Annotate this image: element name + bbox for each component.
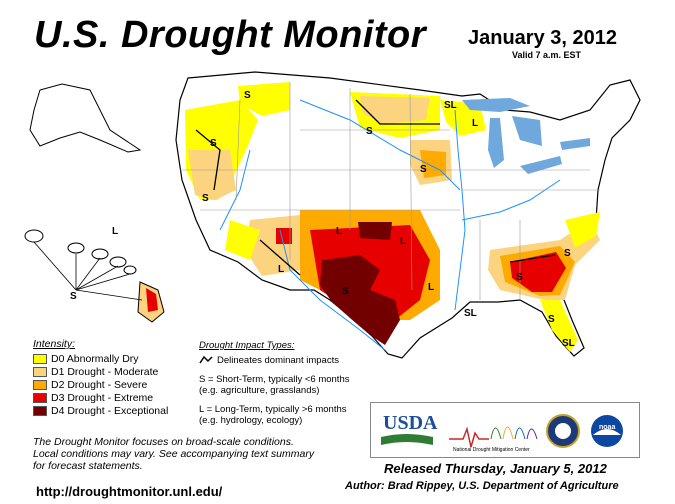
ndmc-logo-icon — [490, 426, 538, 440]
rio-grande — [279, 229, 386, 351]
great-lakes — [462, 98, 590, 174]
website-url[interactable]: http://droughtmonitor.unl.edu/ — [36, 484, 223, 499]
legend-label-d4: D4 Drought - Exceptional — [51, 404, 169, 417]
rivers — [219, 99, 561, 351]
impact-label-s-3: S — [202, 193, 209, 204]
legend-item-d3: D3 Drought - Extreme — [33, 391, 168, 404]
legend-item-d2: D2 Drought - Severe — [33, 378, 168, 391]
disclaimer-note: The Drought Monitor focuses on broad-sca… — [33, 436, 314, 472]
d1-swatch — [33, 366, 47, 377]
d0-swatch — [33, 353, 47, 364]
legend-label-d1: D1 Drought - Moderate — [51, 365, 159, 378]
impact-label-s-9: S — [548, 314, 555, 325]
note-line-3: for forecast statements. — [33, 460, 143, 472]
impact-line-text: Delineates dominant impacts — [217, 355, 339, 366]
lake-erie — [520, 156, 562, 174]
lake-ontario — [560, 138, 590, 150]
legend-item-d4: D4 Drought - Exceptional — [33, 404, 168, 417]
impact-label-sl-1: SL — [444, 100, 457, 111]
d0-southwest — [225, 220, 260, 260]
impact-label-s-4: S — [366, 126, 373, 137]
usda-logo: USDA — [383, 412, 438, 434]
impact-long-term: L = Long-Term, typically >6 months — [199, 404, 347, 415]
impact-line-4 — [509, 254, 556, 263]
d4-texas — [320, 255, 400, 345]
d3-southeast — [510, 252, 566, 292]
hawaii-pointer-lines — [33, 241, 143, 301]
impact-short-term: S = Short-Term, typically <6 months — [199, 374, 350, 385]
logos-graphic: USDA National Drought Mitigation Center … — [381, 412, 623, 453]
ndmc-logo-text: National Drought Mitigation Center — [453, 447, 530, 453]
impact-label-s-7: S — [516, 272, 523, 283]
note-line-2: Local conditions may vary. See accompany… — [33, 448, 315, 460]
impact-boundary-icon — [199, 356, 213, 364]
impact-label-sl-2: SL — [464, 308, 477, 319]
drought-regions — [185, 82, 600, 352]
impact-label-l-4: L — [400, 236, 406, 247]
impact-label-s-5: S — [420, 164, 427, 175]
impact-label-s-8: S — [564, 248, 571, 259]
impact-label-l-1: L — [472, 118, 478, 129]
legend-label-d2: D2 Drought - Severe — [51, 378, 148, 391]
impact-label-l-3: L — [336, 226, 342, 237]
d2-iowa — [420, 150, 446, 178]
impact-label-s-1: S — [244, 90, 251, 101]
d1-west — [188, 150, 236, 200]
impact-short-term-eg: (e.g. agriculture, grasslands) — [199, 385, 320, 396]
impact-long-term-eg: (e.g. hydrology, ecology) — [199, 415, 303, 426]
d0-florida — [540, 300, 578, 352]
d2-swatch — [33, 379, 47, 390]
release-date: Released Thursday, January 5, 2012 — [384, 461, 607, 476]
author-credit: Author: Brad Rippey, U.S. Department of … — [345, 480, 619, 492]
mississippi-river — [454, 109, 466, 311]
map-title: U.S. Drought Monitor — [34, 14, 427, 56]
note-line-1: The Drought Monitor focuses on broad-sca… — [33, 436, 294, 448]
legend-item-d1: D1 Drought - Moderate — [33, 365, 168, 378]
legend-label-d0: D0 Abnormally Dry — [51, 352, 139, 365]
impact-label-l-2: L — [278, 264, 284, 275]
intensity-legend: Intensity: D0 Abnormally Dry D1 Drought … — [33, 338, 168, 417]
impact-line-3 — [259, 239, 301, 276]
valid-time: Valid 7 a.m. EST — [512, 50, 582, 60]
map-date: January 3, 2012 — [468, 27, 617, 49]
lake-superior — [462, 98, 530, 112]
alaska — [29, 83, 142, 153]
impact-label-l-5: L — [428, 282, 434, 293]
d4-oklahoma — [358, 222, 392, 240]
impact-label-s-2: S — [210, 138, 217, 149]
d3-swatch — [33, 392, 47, 403]
impact-line-key: Delineates dominant impacts — [199, 355, 349, 366]
d4-swatch — [33, 405, 47, 416]
legend-header: Intensity: — [33, 338, 76, 350]
impact-label-sl-3: SL — [562, 338, 575, 349]
impact-label-s-6: S — [342, 286, 349, 297]
impact-legend: Drought Impact Types: Delineates dominan… — [199, 340, 349, 426]
legend-item-d0: D0 Abnormally Dry — [33, 352, 168, 365]
impact-label-l-hi: L — [112, 226, 118, 237]
lake-michigan — [488, 118, 504, 168]
agency-logos: USDA National Drought Mitigation Center … — [370, 402, 640, 458]
noaa-logo-text: noaa — [599, 424, 615, 431]
lake-huron — [512, 116, 542, 146]
impact-line-1 — [195, 129, 221, 191]
impact-header: Drought Impact Types: — [199, 340, 295, 351]
d0-north — [238, 82, 290, 116]
colorado-river — [219, 149, 251, 231]
d0-carolina — [565, 212, 600, 248]
missouri-river — [299, 99, 461, 191]
impact-label-s-hi: S — [70, 291, 77, 302]
d3-new-mexico — [276, 228, 292, 244]
legend-label-d3: D3 Drought - Extreme — [51, 391, 154, 404]
hawaii-islands — [24, 229, 165, 323]
impact-lines — [195, 99, 556, 276]
d1-dakota — [360, 96, 430, 124]
impact-line-2 — [355, 99, 440, 125]
